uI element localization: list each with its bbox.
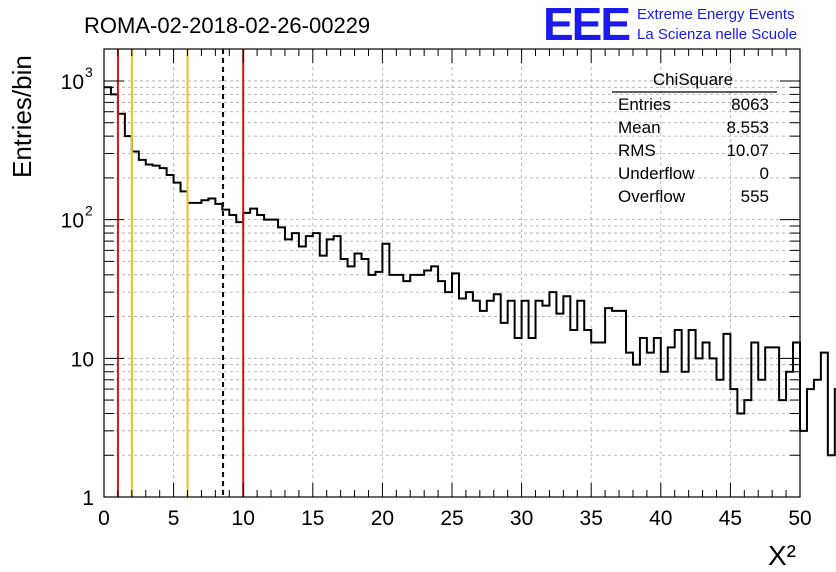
stats-label-rms: RMS <box>618 141 656 160</box>
y-tick-label: 10 2 <box>61 203 93 233</box>
stats-label-overflow: Overflow <box>618 187 686 206</box>
stats-value-rms: 10.07 <box>726 141 769 160</box>
reference-lines <box>116 49 245 497</box>
chart-title: ROMA-02-2018-02-26-00229 <box>84 13 370 38</box>
x-tick-label: 35 <box>580 507 603 530</box>
x-tick-label: 30 <box>510 507 533 530</box>
plot-frame <box>103 48 801 498</box>
y-tick-label: 10 <box>71 348 94 371</box>
y-tick-label-base: 10 <box>61 71 84 94</box>
y-tick-label: 10 3 <box>61 64 93 94</box>
y-tick-label-base: 10 <box>71 348 94 371</box>
stats-label-entries: Entries <box>618 95 671 114</box>
x-tick-label: 50 <box>788 507 811 530</box>
logo-mark: EEE <box>543 0 629 50</box>
histogram-outline <box>104 86 836 457</box>
x-tick-label: 10 <box>232 507 255 530</box>
y-tick-label-exponent: 3 <box>85 64 93 80</box>
x-tick-label: 15 <box>301 507 324 530</box>
y-axis-label: Entries/bin <box>7 55 37 178</box>
y-tick-label-base: 10 <box>61 210 84 233</box>
stats-label-underflow: Underflow <box>618 164 695 183</box>
y-tick-label-exponent: 2 <box>85 203 93 219</box>
stats-value-overflow: 555 <box>741 187 769 206</box>
stats-value-underflow: 0 <box>760 164 769 183</box>
x-tick-labels: 0 5 10 15 20 25 30 35 40 45 50 <box>98 507 812 530</box>
logo-line-2: La Scienza nelle Scuole <box>637 26 797 43</box>
grid <box>104 49 800 497</box>
axis-ticks <box>103 49 801 498</box>
logo-line-1: Extreme Energy Events <box>637 6 795 23</box>
histogram <box>104 86 836 457</box>
stats-value-mean: 8.553 <box>726 118 769 137</box>
stats-box: ChiSquare Entries 8063 Mean 8.553 RMS 10… <box>612 70 777 206</box>
stats-value-entries: 8063 <box>731 95 769 114</box>
x-tick-label: 25 <box>440 507 463 530</box>
eee-logo: EEE Extreme Energy Events La Scienza nel… <box>543 0 797 50</box>
stats-title: ChiSquare <box>653 70 733 89</box>
x-tick-label: 45 <box>719 507 742 530</box>
x-tick-label: 0 <box>98 507 110 530</box>
x-tick-label: 5 <box>168 507 180 530</box>
stats-label-mean: Mean <box>618 118 661 137</box>
y-tick-label-base: 1 <box>82 487 94 510</box>
x-axis-label: X² <box>768 540 796 571</box>
x-tick-label: 20 <box>371 507 394 530</box>
y-tick-label: 1 <box>82 487 94 510</box>
x-tick-label: 40 <box>649 507 672 530</box>
